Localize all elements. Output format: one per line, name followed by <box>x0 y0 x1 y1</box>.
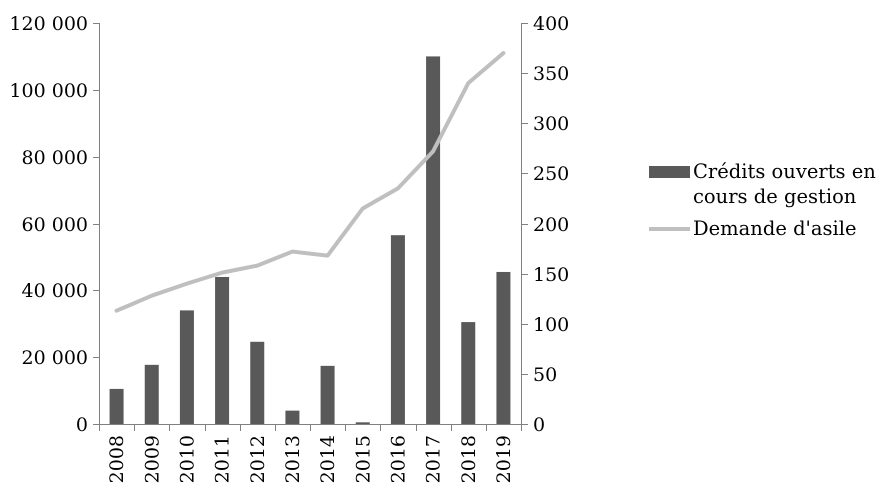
left-axis-tick-label: 120 000 <box>9 13 88 35</box>
right-axis-tick-label: 50 <box>533 364 557 386</box>
left-axis-tick-label: 100 000 <box>9 80 88 102</box>
bar-2008 <box>109 388 124 424</box>
x-axis-tick-label: 2010 <box>176 435 198 483</box>
line-series-swatch <box>649 226 690 231</box>
legend: Crédits ouverts en cours de gestion Dema… <box>649 160 879 242</box>
right-axis-tick-label: 400 <box>533 13 569 35</box>
demande-asile-line <box>114 51 506 313</box>
legend-item-asile: Demande d'asile <box>649 217 879 242</box>
x-axis-tick-label: 2008 <box>106 435 128 483</box>
left-axis-tick-label: 80 000 <box>22 147 88 169</box>
x-axis-tick-label: 2009 <box>141 435 163 483</box>
legend-item-credits: Crédits ouverts en cours de gestion <box>649 160 879 210</box>
x-axis-tick-label: 2019 <box>493 435 515 483</box>
legend-label-asile: Demande d'asile <box>693 216 857 240</box>
x-axis-tick-label: 2013 <box>282 435 304 483</box>
bar-2017 <box>426 56 441 425</box>
x-axis-tick-label: 2016 <box>387 435 409 483</box>
bar-2009 <box>144 364 159 424</box>
bar-2014 <box>320 365 335 424</box>
bar-2010 <box>179 310 194 424</box>
bar-2016 <box>390 235 405 424</box>
bar-2012 <box>250 341 265 424</box>
left-axis-tick-label: 40 000 <box>22 280 88 302</box>
right-axis-tick-label: 150 <box>533 264 569 286</box>
right-axis-tick-label: 200 <box>533 214 569 236</box>
right-axis-tick-label: 100 <box>533 314 569 336</box>
bar-2019 <box>496 271 511 424</box>
x-axis-tick-label: 2012 <box>247 435 269 483</box>
right-axis-tick-label: 0 <box>533 414 545 436</box>
x-axis-tick-label: 2014 <box>317 435 339 483</box>
x-axis-tick-label: 2015 <box>352 435 374 483</box>
right-axis-tick-label: 250 <box>533 163 569 185</box>
bar-series-swatch <box>649 166 690 178</box>
x-axis-tick-label: 2011 <box>212 435 234 483</box>
bar-2011 <box>215 276 230 424</box>
bar-2018 <box>461 322 476 424</box>
bar-2015 <box>355 422 370 424</box>
x-axis-tick-label: 2017 <box>423 435 445 483</box>
legend-label-credits: Crédits ouverts en cours de gestion <box>693 160 876 208</box>
left-axis-tick-label: 20 000 <box>22 347 88 369</box>
left-axis-tick-label: 60 000 <box>22 214 88 236</box>
left-axis-tick-label: 0 <box>76 414 88 436</box>
bar-2013 <box>285 410 300 424</box>
x-axis-tick-label: 2018 <box>458 435 480 483</box>
right-axis-tick-label: 300 <box>533 113 569 135</box>
right-axis-tick-label: 350 <box>533 63 569 85</box>
